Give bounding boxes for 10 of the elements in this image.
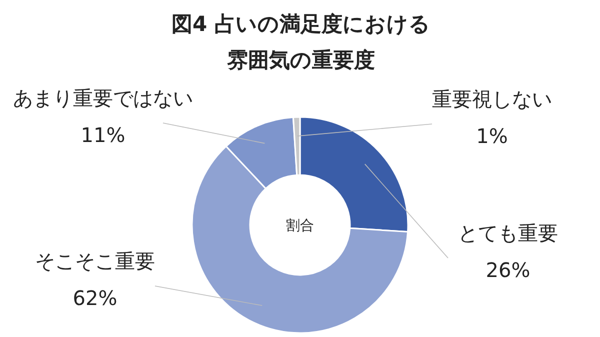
slice-label: 重要視しない xyxy=(432,87,552,111)
data-label: 11% xyxy=(80,123,126,147)
slice-label: あまり重要ではない xyxy=(13,86,193,110)
slice-label: とても重要 xyxy=(458,221,558,245)
data-label: 62% xyxy=(72,286,118,310)
text: 割合 xyxy=(286,218,314,234)
data-label: 1% xyxy=(476,124,508,148)
data-label: 26% xyxy=(486,258,530,282)
slice-label: そこそこ重要 xyxy=(35,249,155,273)
chart-title: 図4 占いの満足度における雰囲気の重要度 xyxy=(170,11,432,74)
